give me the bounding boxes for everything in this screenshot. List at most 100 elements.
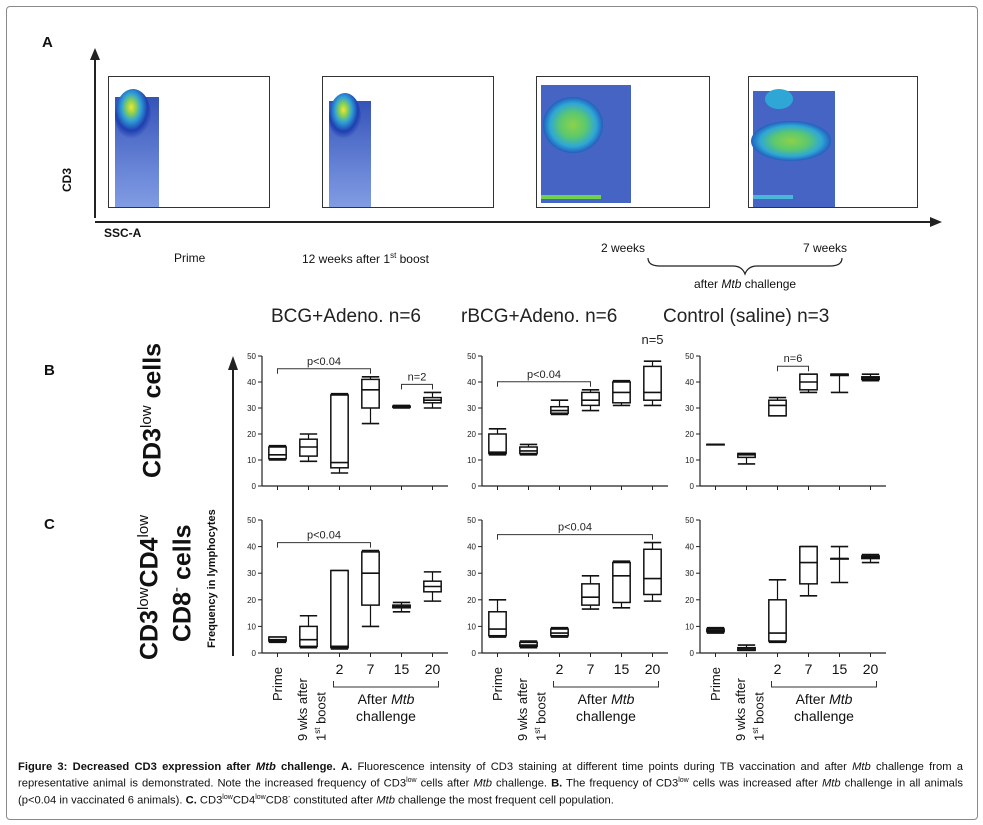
significance-bracket xyxy=(497,381,591,387)
panel-a-x-label: SSC-A xyxy=(104,226,142,240)
after-challenge-bracket xyxy=(553,681,659,688)
time-label-boost: 12 weeks after 1st boost xyxy=(302,251,429,266)
x-label-prime: Prime xyxy=(707,667,723,701)
significance-bracket xyxy=(777,365,809,372)
box-iqr xyxy=(799,545,818,585)
significance-label: p<0.04 xyxy=(307,356,341,368)
x-label-after-mtb: After Mtb challenge xyxy=(794,691,854,724)
box-iqr xyxy=(581,583,600,606)
significance-bracket xyxy=(277,542,371,548)
significance-bracket xyxy=(401,383,433,390)
y-tick-label: 10 xyxy=(467,622,476,631)
time-label-week7: 7 weeks xyxy=(803,241,848,255)
box-iqr xyxy=(488,433,507,455)
box-iqr xyxy=(612,561,631,604)
flow-plot-prime xyxy=(108,76,270,208)
x-label-week: 7 xyxy=(586,661,595,677)
x-label-week: 2 xyxy=(555,661,564,677)
x-label-prime: Prime xyxy=(489,667,505,701)
y-tick-label: 30 xyxy=(467,404,476,413)
x-label-week: 15 xyxy=(831,661,848,677)
time-label-week2: 2 weeks xyxy=(601,241,646,255)
y-tick-label: 10 xyxy=(467,456,476,465)
y-tick-label: 30 xyxy=(685,404,694,413)
y-tick-label: 40 xyxy=(247,378,256,387)
y-tick-label: 50 xyxy=(685,352,694,361)
y-tick-label: 30 xyxy=(247,404,256,413)
group-title-bcg: BCG+Adeno. n=6 xyxy=(271,306,421,327)
y-tick-label: 30 xyxy=(467,569,476,578)
after-challenge-bracket xyxy=(771,681,877,688)
x-label-week: 15 xyxy=(393,661,410,677)
x-label-prime: Prime xyxy=(269,667,285,701)
y-tick-label: 10 xyxy=(247,622,256,631)
time-label-prime: Prime xyxy=(174,251,206,265)
y-tick-label: 10 xyxy=(247,456,256,465)
panel-a-axes xyxy=(90,48,942,276)
y-tick-label: 0 xyxy=(472,649,477,658)
significance-label: p<0.04 xyxy=(307,530,341,542)
after-challenge-bracket xyxy=(333,681,439,688)
box-iqr xyxy=(299,625,318,648)
significance-label: n=2 xyxy=(408,371,427,383)
x-label-week: 20 xyxy=(424,661,441,677)
panel-b-letter: B xyxy=(44,362,55,379)
x-label-after-mtb: After Mtb challenge xyxy=(356,691,416,724)
x-label-week: 20 xyxy=(862,661,879,677)
box-iqr xyxy=(768,599,787,642)
group-title-control: Control (saline) n=3 xyxy=(663,306,830,327)
x-label-9wks: 9 wks after 1st boost xyxy=(514,678,548,741)
significance-bracket xyxy=(497,534,653,540)
y-tick-label: 20 xyxy=(685,596,694,605)
box-iqr xyxy=(581,391,600,407)
y-tick-label: 50 xyxy=(247,516,256,525)
y-tick-label: 40 xyxy=(685,378,694,387)
y-tick-label: 0 xyxy=(690,649,695,658)
significance-label: p<0.04 xyxy=(527,369,561,381)
frequency-axis-arrow xyxy=(228,356,238,656)
box-iqr xyxy=(330,569,349,649)
y-tick-label: 40 xyxy=(467,378,476,387)
x-label-week: 2 xyxy=(335,661,344,677)
y-tick-label: 30 xyxy=(247,569,256,578)
y-tick-label: 20 xyxy=(685,430,694,439)
time-label-after-challenge: after Mtb challenge xyxy=(694,277,797,291)
box-iqr xyxy=(361,378,380,409)
y-tick-label: 20 xyxy=(247,430,256,439)
y-tick-label: 20 xyxy=(467,596,476,605)
x-label-week: 7 xyxy=(804,661,813,677)
y-tick-label: 10 xyxy=(685,456,694,465)
box-iqr xyxy=(643,365,662,401)
significance-label: p<0.04 xyxy=(558,522,592,534)
y-tick-label: 0 xyxy=(252,649,257,658)
y-tick-label: 40 xyxy=(247,543,256,552)
x-label-week: 15 xyxy=(613,661,630,677)
panel-c-letter: C xyxy=(44,516,55,533)
x-label-9wks: 9 wks after 1st boost xyxy=(294,678,328,741)
y-tick-label: 50 xyxy=(685,516,694,525)
box-iqr xyxy=(268,446,287,460)
group-title-rbcg: rBCG+Adeno. n=6 xyxy=(461,306,618,327)
y-tick-label: 20 xyxy=(467,430,476,439)
y-tick-label: 50 xyxy=(467,352,476,361)
x-label-week: 7 xyxy=(366,661,375,677)
significance-label: n=6 xyxy=(784,353,803,365)
y-tick-label: 10 xyxy=(685,622,694,631)
figure-caption: Figure 3: Decreased CD3 expression after… xyxy=(18,761,963,807)
box-iqr xyxy=(643,548,662,596)
flow-plot-boost xyxy=(322,76,494,208)
n-label: n=5 xyxy=(641,332,663,347)
x-label-after-mtb: After Mtb challenge xyxy=(576,691,636,724)
y-tick-label: 30 xyxy=(685,569,694,578)
panel-a-letter: A xyxy=(42,34,53,51)
box-iqr xyxy=(361,551,380,606)
y-tick-label: 0 xyxy=(252,482,257,491)
y-tick-label: 50 xyxy=(247,352,256,361)
y-tick-label: 50 xyxy=(467,516,476,525)
y-tick-label: 20 xyxy=(247,596,256,605)
y-tick-label: 0 xyxy=(472,482,477,491)
y-tick-label: 40 xyxy=(685,543,694,552)
x-label-week: 20 xyxy=(644,661,661,677)
y-tick-label: 40 xyxy=(467,543,476,552)
